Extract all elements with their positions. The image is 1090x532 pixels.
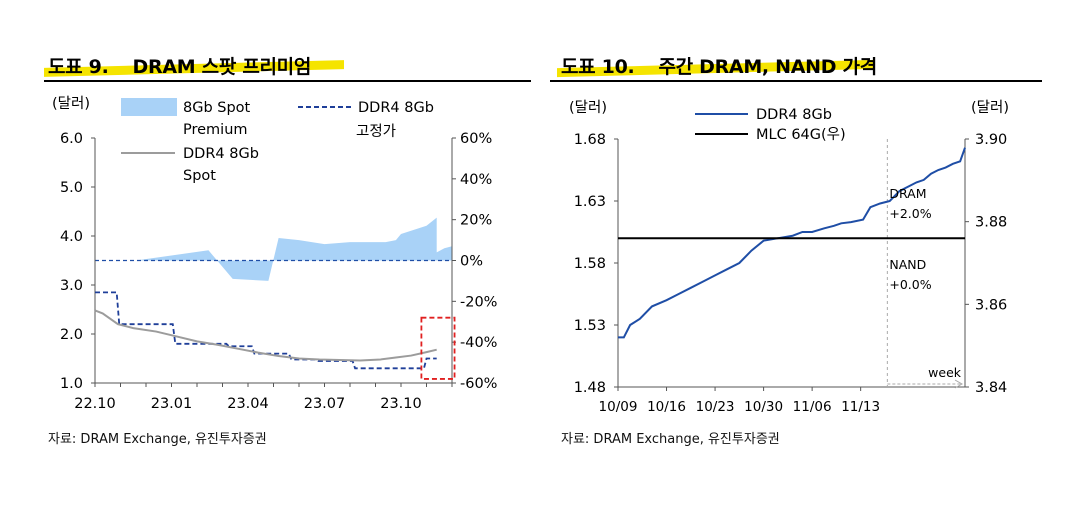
x-tick-label: 10/23 [696,399,735,415]
y-right-tick-label: -40% [460,335,497,351]
series-spot-premium-area [95,217,452,281]
y-left-tick-label: 1.63 [574,194,606,210]
y-right-tick-label: 40% [460,172,492,188]
y-right-tick-label: -60% [460,376,497,392]
y-left-tick-label: 1.58 [574,256,606,272]
legend-swatch-area [121,98,177,116]
y-right-tick-label: -20% [460,294,497,310]
x-tick-label: 23.04 [227,396,269,412]
source-note: 자료: DRAM Exchange, 유진투자증권 [561,432,780,447]
legend-label: Premium [183,122,248,138]
y-right-unit: (달러) [971,99,1009,116]
y-right-tick-label: 60% [460,131,492,147]
weekly-dram-nand-chart: 1.48 1.53 1.58 1.63 1.68 3.84 3.86 3.88 3.90 10/0… [569,99,1009,415]
week-arrow-head [954,379,964,389]
chart-number: 도표 10. [561,56,635,78]
highlight-box [420,316,456,380]
y-right-tick-label: 0% [460,254,483,270]
x-tick-label: 23.10 [380,396,422,412]
x-tick-label: 10/30 [744,399,783,415]
y-left-unit: (달러) [569,99,607,116]
x-tick-label: 10/09 [599,399,638,415]
x-tick-label: 11/13 [841,399,880,415]
y-left-tick-label: 1.0 [60,376,83,392]
series-ddr4-8gb-line [618,147,966,339]
y-right-tick-label: 3.84 [975,380,1007,396]
chart-title-text: 주간 DRAM, NAND 가격 [658,56,877,78]
y-right-tick-label: 3.90 [975,132,1007,148]
legend-label: DDR4 8Gb [756,107,832,123]
chart-number: 도표 9. [48,56,109,78]
title-underline [550,80,1042,82]
x-tick-label: 10/16 [647,399,686,415]
dram-spot-premium-chart: 1.0 2.0 3.0 4.0 5.0 6.0 -60% -40% -20% 0% 20% 40% 60… [52,95,497,412]
y-left-tick-label: 1.68 [574,132,606,148]
y-left-tick-label: 4.0 [60,229,83,245]
x-tick-label: 22.10 [74,396,116,412]
y-right-tick-label: 3.86 [975,297,1007,313]
y-left-tick-label: 1.53 [574,318,606,334]
y-left-unit: (달러) [52,95,90,112]
x-tick-label: 11/06 [793,399,832,415]
legend-label: MLC 64G(우) [756,127,846,143]
y-left-tick-label: 2.0 [60,327,83,343]
legend-label: DDR4 8Gb [183,146,259,162]
source-note: 자료: DRAM Exchange, 유진투자증권 [48,432,267,447]
y-left-tick-label: 5.0 [60,180,83,196]
annotation-nand-change: +0.0% [889,277,931,292]
chart-title-text: DRAM 스팟 프리미엄 [132,56,312,78]
annotation-week: week [928,365,962,380]
x-tick-label: 23.07 [304,396,346,412]
x-tick-label: 23.01 [151,396,193,412]
legend-label: 8Gb Spot [183,100,251,116]
legend-label: 고정가 [356,123,396,140]
annotation-dram: DRAM [889,186,926,201]
y-left-tick-label: 3.0 [60,278,83,294]
chart-panel-dram-spot-premium: 도표 9. DRAM 스팟 프리미엄 1.0 2.0 3.0 4.0 5.0 6.0 -60%… [44,56,531,447]
y-right-tick-label: 3.88 [975,215,1007,231]
y-right-tick-label: 20% [460,213,492,229]
y-left-tick-label: 6.0 [60,131,83,147]
chart-panel-weekly-prices: 도표 10. 주간 DRAM, NAND 가격 1.48 1.53 1.58 1.63 1… [545,0,1090,532]
annotation-dram-change: +2.0% [889,206,931,221]
series-ddr4-spot-line [94,309,437,362]
title-underline [44,80,531,82]
annotation-nand: NAND [889,257,926,272]
legend-label: Spot [183,168,216,184]
y-left-tick-label: 1.48 [574,380,606,396]
legend-label: DDR4 8Gb [358,100,434,116]
series-ddr4-fixed-price-line [95,291,437,370]
